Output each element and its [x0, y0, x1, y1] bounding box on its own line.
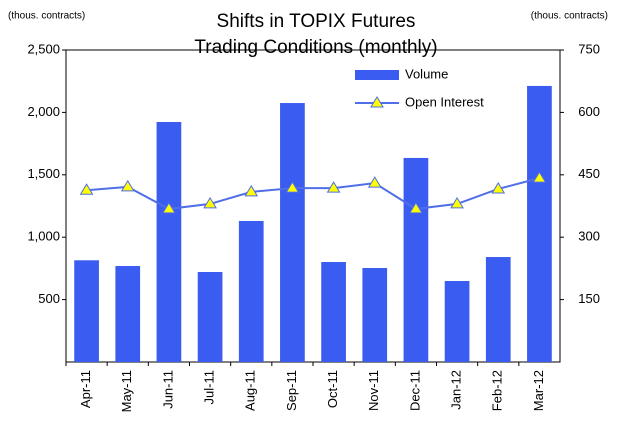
legend-label: Open Interest — [405, 94, 484, 109]
bar — [485, 257, 511, 362]
x-tick-label: May-11 — [119, 370, 134, 412]
x-tick-label: Mar-12 — [531, 370, 546, 411]
x-tick-label: Jan-12 — [449, 370, 464, 410]
marker — [162, 201, 176, 214]
bar — [115, 266, 141, 362]
marker — [285, 181, 300, 193]
y2-tick-label: 750 — [578, 41, 600, 56]
bar — [403, 157, 429, 362]
chart-title: Shifts in TOPIX Futures — [217, 11, 416, 32]
marker — [326, 181, 341, 193]
marker — [203, 196, 217, 209]
chart-title: Trading Conditions (monthly) — [194, 37, 437, 58]
marker — [367, 176, 382, 188]
marker — [532, 171, 547, 183]
x-tick-label: Apr-11 — [78, 370, 93, 408]
marker — [244, 184, 259, 197]
y2-tick-label: 450 — [578, 166, 600, 181]
x-tick-label: Jun-11 — [160, 370, 175, 409]
y-axis-label: (thous. contracts) — [8, 11, 85, 22]
y2-tick-label: 150 — [578, 291, 600, 306]
legend-swatch — [355, 70, 399, 80]
marker — [450, 196, 464, 209]
legend-label: Volume — [405, 66, 448, 81]
bar — [280, 103, 305, 362]
y2-axis-label: (thous. contracts) — [531, 11, 608, 22]
y2-tick-label: 300 — [578, 229, 600, 244]
x-tick-label: Sep-11 — [284, 370, 299, 411]
x-tick-label: Jul-11 — [202, 370, 217, 404]
y-tick-label: 500 — [38, 291, 60, 306]
marker — [491, 181, 506, 194]
bar — [238, 220, 264, 362]
y-tick-label: 2,000 — [27, 104, 60, 119]
y2-tick-label: 600 — [578, 104, 600, 119]
bar — [444, 281, 470, 362]
x-tick-label: Oct-11 — [325, 370, 340, 408]
bar — [321, 262, 346, 362]
line — [86, 177, 540, 210]
marker — [120, 179, 135, 192]
bar — [197, 272, 223, 362]
x-tick-label: Dec-11 — [407, 370, 422, 411]
bar — [362, 268, 388, 362]
marker — [409, 201, 423, 214]
bar — [527, 85, 552, 363]
y-tick-label: 1,500 — [27, 166, 60, 181]
x-tick-label: Nov-11 — [366, 370, 381, 411]
x-tick-label: Feb-12 — [490, 370, 505, 411]
y-tick-label: 1,000 — [27, 229, 60, 244]
marker — [79, 183, 94, 195]
bar — [74, 260, 99, 362]
x-tick-label: Aug-11 — [243, 370, 258, 411]
bar — [156, 122, 182, 362]
legend-marker — [370, 96, 384, 108]
y-tick-label: 2,500 — [27, 41, 60, 56]
